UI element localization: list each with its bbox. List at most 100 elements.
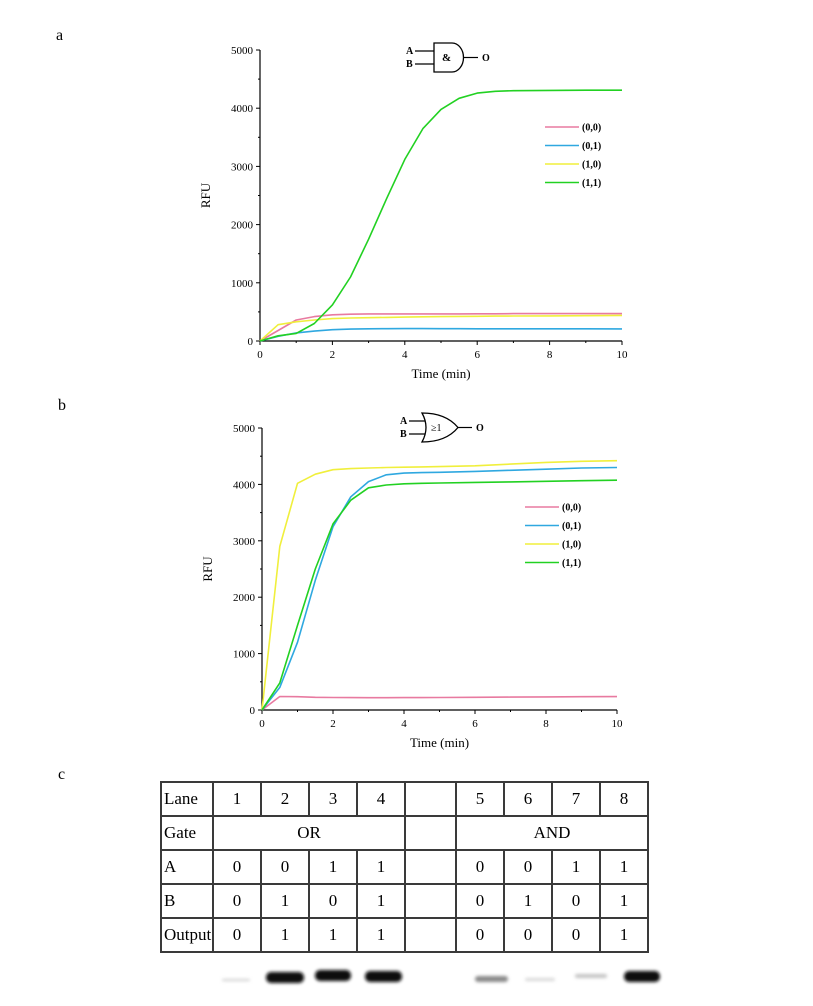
x-tick-label: 8	[543, 718, 549, 730]
y-tick-label: 0	[248, 336, 254, 348]
y-tick-label: 2000	[233, 592, 256, 604]
table-row-b: B 0 1 0 1 0 1 0 1	[160, 883, 649, 919]
gel-band-lane-8	[624, 971, 660, 982]
gel-image	[222, 970, 660, 983]
gate-symbol-label: ≥1	[431, 423, 442, 434]
panel-label-a: a	[56, 27, 64, 44]
x-tick-label: 6	[472, 718, 478, 730]
truth-table: Lane 1 2 3 4 5 6 7 8 Gate OR AND A 0 0 1…	[160, 781, 649, 953]
row-label-lane: Lane	[160, 781, 214, 817]
table-row-lane: Lane 1 2 3 4 5 6 7 8	[160, 781, 649, 817]
legend-label: (0,0)	[582, 123, 601, 134]
x-tick-label: 4	[401, 718, 407, 730]
output-cell: 1	[599, 917, 649, 953]
and-gate-icon	[433, 42, 465, 73]
gel-band-lane-2	[266, 972, 304, 983]
row-label-a: A	[160, 849, 214, 885]
row-label-output: Output	[160, 917, 214, 953]
x-tick-label: 0	[257, 349, 263, 361]
x-tick-label: 10	[617, 349, 629, 361]
y-tick-label: 4000	[231, 103, 254, 115]
lane-cell: 4	[356, 781, 406, 817]
x-tick-label: 6	[474, 349, 480, 361]
y-tick-label: 5000	[233, 423, 256, 435]
gap-cell	[404, 883, 457, 919]
series-line-2	[259, 327, 623, 342]
y-tick-label: 5000	[231, 45, 254, 57]
gate-output-label: O	[482, 53, 490, 64]
gap-cell	[404, 849, 457, 885]
b-cell: 0	[551, 883, 601, 919]
series-line-3	[259, 314, 623, 342]
gap-cell	[404, 917, 457, 953]
legend-label: (1,0)	[562, 540, 581, 551]
a-cell: 1	[356, 849, 406, 885]
a-cell: 1	[308, 849, 358, 885]
output-cell: 0	[503, 917, 553, 953]
output-cell: 1	[260, 917, 310, 953]
lane-cell: 6	[503, 781, 553, 817]
b-cell: 1	[260, 883, 310, 919]
a-cell: 0	[455, 849, 505, 885]
output-cell: 1	[308, 917, 358, 953]
x-tick-label: 2	[330, 718, 336, 730]
panel-label-c: c	[58, 766, 66, 783]
chart-a: 0 1000 2000 3000 4000 5000 0 2 4 6 8 10 Time (min) RF…	[198, 42, 629, 381]
lane-cell: 5	[455, 781, 505, 817]
gel-band-lane-3	[315, 970, 351, 981]
gel-band-lane-6	[525, 978, 555, 981]
b-cell: 1	[599, 883, 649, 919]
series-line-2	[261, 466, 618, 711]
y-tick-label: 1000	[233, 649, 256, 661]
y-tick-label: 1000	[231, 278, 254, 290]
output-cell: 0	[212, 917, 262, 953]
series-line-4	[259, 89, 622, 342]
y-axis-label: RFU	[200, 556, 215, 582]
gate-cell-or: OR	[212, 815, 406, 851]
a-cell: 0	[212, 849, 262, 885]
y-tick-label: 4000	[233, 479, 256, 491]
chart-b: 0 1000 2000 3000 4000 5000 0 2 4 6 8 10 Time (min) RF…	[200, 412, 623, 750]
legend-label: (1,1)	[562, 558, 581, 569]
y-tick-label: 3000	[231, 161, 254, 173]
lane-cell: 8	[599, 781, 649, 817]
table-row-a: A 0 0 1 1 0 0 1 1	[160, 849, 649, 885]
gate-input-label-a: A	[406, 46, 414, 57]
b-cell: 1	[503, 883, 553, 919]
lane-cell: 7	[551, 781, 601, 817]
gate-input-label-b: B	[406, 59, 413, 70]
lane-cell: 3	[308, 781, 358, 817]
table-row-output: Output 0 1 1 1 0 0 0 1	[160, 917, 649, 953]
x-tick-label: 2	[330, 349, 336, 361]
x-axis-label: Time (min)	[411, 366, 470, 381]
a-cell: 0	[260, 849, 310, 885]
x-tick-label: 0	[259, 718, 265, 730]
b-cell: 1	[356, 883, 406, 919]
gap-cell	[404, 815, 457, 851]
legend-label: (0,0)	[562, 503, 581, 514]
b-cell: 0	[308, 883, 358, 919]
gate-output-label: O	[476, 423, 484, 434]
gate-cell-and: AND	[455, 815, 649, 851]
legend-label: (1,1)	[582, 178, 601, 189]
y-tick-label: 3000	[233, 536, 256, 548]
legend-label: (0,1)	[582, 141, 601, 152]
output-cell: 0	[455, 917, 505, 953]
row-label-gate: Gate	[160, 815, 214, 851]
x-axis-label: Time (min)	[410, 735, 469, 750]
y-tick-label: 2000	[231, 220, 254, 232]
y-axis-label: RFU	[198, 182, 213, 208]
y-tick-label: 0	[250, 705, 256, 717]
lane-cell: 2	[260, 781, 310, 817]
output-cell: 0	[551, 917, 601, 953]
b-cell: 0	[455, 883, 505, 919]
series-line-1	[259, 312, 622, 342]
gel-band-lane-7	[575, 974, 607, 978]
x-tick-label: 8	[547, 349, 553, 361]
series-line-1	[261, 695, 618, 711]
gel-band-lane-1	[222, 979, 250, 981]
table-row-gate: Gate OR AND	[160, 815, 649, 851]
x-tick-label: 4	[402, 349, 408, 361]
legend-label: (1,0)	[582, 160, 601, 171]
a-cell: 1	[551, 849, 601, 885]
